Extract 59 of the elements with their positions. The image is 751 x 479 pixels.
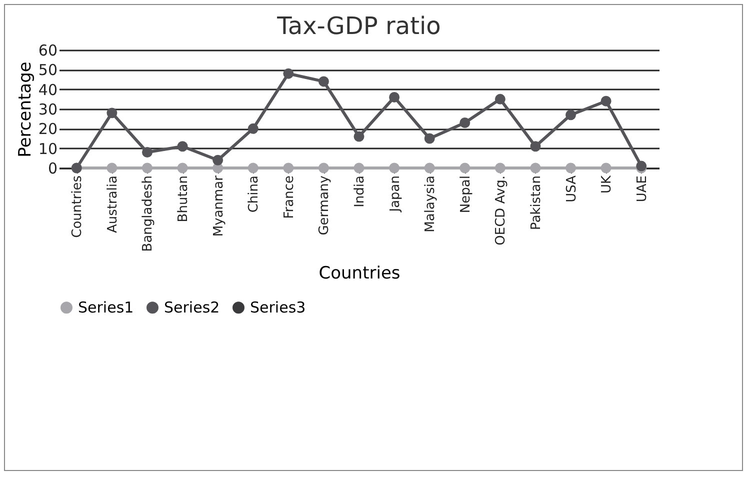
point: [460, 118, 470, 128]
point: [566, 110, 576, 120]
point: [424, 133, 435, 144]
point: [494, 94, 506, 104]
point: [600, 96, 612, 106]
x-tick-label: France: [282, 176, 297, 219]
point: [530, 141, 541, 152]
point: [389, 92, 400, 102]
point: [106, 108, 118, 118]
point: [494, 162, 506, 174]
point: [248, 162, 258, 174]
point: [177, 162, 188, 174]
point: [354, 162, 364, 174]
x-tick-label: Pakistan: [528, 176, 544, 230]
point: [389, 162, 400, 174]
x-tick-label: OECD Avg.: [494, 176, 509, 246]
x-tick-label: China: [246, 176, 262, 213]
y-tick-label: 40: [38, 80, 58, 99]
point: [212, 154, 224, 166]
point: [142, 147, 152, 158]
point: [530, 162, 541, 174]
point: [424, 162, 435, 174]
y-tick-label: 10: [38, 140, 58, 158]
x-tick-label: USA: [564, 175, 580, 202]
point: [566, 162, 576, 174]
x-axis-title: Countries: [318, 264, 400, 284]
point: [106, 162, 118, 174]
point: [460, 162, 470, 174]
x-tick-label: Myanmar: [211, 174, 226, 237]
x-tick-label: Germany: [317, 175, 332, 236]
x-tick-label: Malaysia: [423, 176, 438, 232]
point: [600, 162, 612, 174]
y-tick-label: 20: [38, 120, 58, 138]
point: [248, 123, 258, 134]
y-tick-label: 60: [38, 42, 58, 60]
y-tick-label: 0: [48, 160, 58, 178]
x-tick-label: Japan: [388, 176, 403, 213]
y-axis-title: Percentage: [15, 62, 36, 158]
point: [283, 68, 294, 79]
point: [318, 162, 329, 174]
x-tick-label: India: [352, 176, 368, 208]
x-tick-label: Australia: [105, 176, 120, 234]
point: [142, 162, 152, 174]
point: [354, 131, 364, 142]
legend-label: Series2: [164, 298, 220, 317]
point: [177, 141, 188, 152]
x-tick-label: Countries: [70, 175, 86, 238]
y-tick-label: 50: [38, 61, 58, 80]
legend-label: Series1: [78, 298, 134, 317]
point: [283, 162, 294, 174]
x-tick-label: Bangladesh: [140, 176, 156, 252]
x-tick-label: Bhutan: [176, 176, 192, 222]
legend-label: Series3: [250, 298, 306, 317]
y-tick-label: 30: [38, 100, 58, 118]
point: [318, 76, 329, 87]
x-tick-label: UAE: [634, 176, 650, 202]
chart-title: Tax-GDP ratio: [276, 12, 441, 40]
x-tick-label: UK: [600, 175, 615, 194]
x-tick-label: Nepal: [458, 176, 474, 214]
